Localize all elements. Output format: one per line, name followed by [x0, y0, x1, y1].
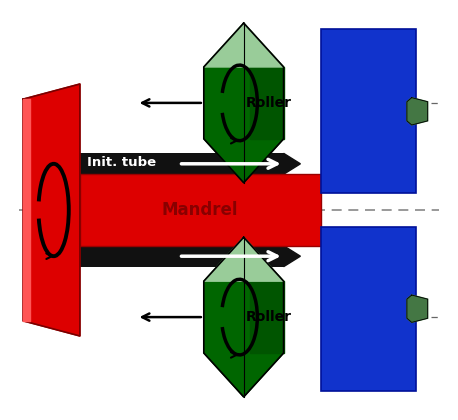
Polygon shape — [204, 23, 284, 183]
Polygon shape — [284, 246, 300, 267]
Polygon shape — [204, 23, 284, 67]
Bar — [322, 227, 416, 391]
Polygon shape — [250, 67, 284, 139]
Text: Roller: Roller — [246, 310, 292, 324]
Polygon shape — [284, 153, 300, 174]
Bar — [80, 153, 284, 174]
Polygon shape — [407, 295, 428, 323]
Polygon shape — [407, 98, 428, 125]
Polygon shape — [204, 237, 284, 397]
Bar — [80, 174, 322, 246]
Text: Roller: Roller — [246, 96, 292, 110]
Polygon shape — [204, 237, 284, 281]
Polygon shape — [23, 84, 80, 336]
Bar — [80, 246, 284, 267]
Bar — [322, 29, 416, 193]
Text: Init. tube: Init. tube — [87, 156, 156, 169]
Text: Mandrel: Mandrel — [161, 201, 238, 219]
Polygon shape — [250, 281, 284, 353]
